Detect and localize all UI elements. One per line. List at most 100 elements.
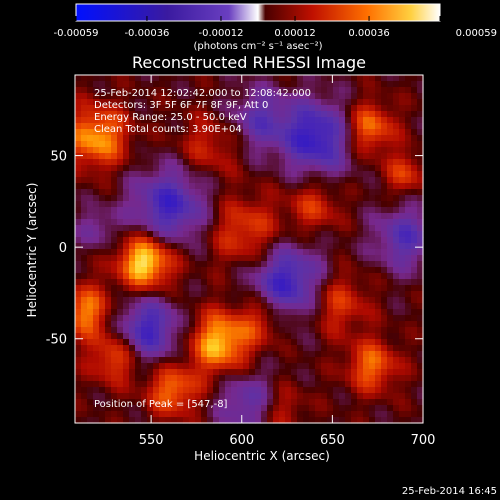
heatmap-cell [351, 237, 358, 244]
heatmap-cell [411, 189, 418, 196]
heatmap-cell [339, 189, 346, 196]
heatmap-cell [327, 393, 334, 400]
heatmap-cell [375, 195, 382, 202]
heatmap-cell [141, 243, 148, 250]
heatmap-cell [99, 171, 106, 178]
heatmap-cell [351, 165, 358, 172]
heatmap-cell [207, 159, 214, 166]
heatmap-cell [345, 171, 352, 178]
heatmap-cell [333, 171, 340, 178]
heatmap-cell [273, 237, 280, 244]
heatmap-cell [381, 129, 388, 136]
heatmap-cell [411, 387, 418, 394]
heatmap-cell [393, 225, 400, 232]
heatmap-cell [249, 375, 256, 382]
heatmap-cell [279, 267, 286, 274]
heatmap-cell [111, 315, 118, 322]
heatmap-cell [393, 213, 400, 220]
heatmap-cell [93, 117, 100, 124]
heatmap-cell [117, 285, 124, 292]
heatmap-cell [189, 135, 196, 142]
heatmap-cell [117, 339, 124, 346]
heatmap-cell [159, 375, 166, 382]
heatmap-cell [219, 219, 226, 226]
heatmap-cell [111, 375, 118, 382]
heatmap-cell [375, 129, 382, 136]
heatmap-cell [309, 255, 316, 262]
heatmap-cell [249, 309, 256, 316]
heatmap-cell [411, 99, 418, 106]
heatmap-cell [207, 165, 214, 172]
heatmap-cell [303, 201, 310, 208]
heatmap-cell [267, 243, 274, 250]
heatmap-cell [189, 141, 196, 148]
heatmap-cell [117, 117, 124, 124]
heatmap-cell [351, 279, 358, 286]
heatmap-cell [159, 243, 166, 250]
heatmap-cell [123, 267, 130, 274]
heatmap-cell [249, 321, 256, 328]
heatmap-cell [105, 105, 112, 112]
heatmap-cell [333, 249, 340, 256]
heatmap-cell [273, 309, 280, 316]
heatmap-cell [333, 363, 340, 370]
heatmap-cell [225, 105, 232, 112]
heatmap-cell [141, 117, 148, 124]
heatmap-cell [327, 111, 334, 118]
heatmap-cell [195, 327, 202, 334]
heatmap-cell [111, 111, 118, 118]
heatmap-cell [153, 189, 160, 196]
heatmap-cell [333, 255, 340, 262]
heatmap-cell [165, 159, 172, 166]
heatmap-cell [225, 375, 232, 382]
heatmap-cell [177, 159, 184, 166]
heatmap-cell [315, 291, 322, 298]
heatmap-cell [153, 417, 160, 424]
heatmap-cell [147, 177, 154, 184]
heatmap-cell [285, 411, 292, 418]
heatmap-cell [333, 165, 340, 172]
heatmap-cell [393, 375, 400, 382]
heatmap-cell [315, 297, 322, 304]
heatmap-cell [171, 243, 178, 250]
heatmap-cell [141, 207, 148, 214]
heatmap-cell [93, 153, 100, 160]
heatmap-cell [249, 399, 256, 406]
heatmap-cell [147, 255, 154, 262]
heatmap-cell [105, 177, 112, 184]
heatmap-cell [165, 375, 172, 382]
heatmap-cell [333, 183, 340, 190]
heatmap-cell [255, 357, 262, 364]
heatmap-cell [411, 309, 418, 316]
heatmap-cell [237, 165, 244, 172]
heatmap-cell [201, 141, 208, 148]
heatmap-cell [201, 243, 208, 250]
heatmap-cell [255, 177, 262, 184]
heatmap-cell [111, 363, 118, 370]
heatmap-cell [237, 171, 244, 178]
heatmap-cell [183, 279, 190, 286]
heatmap-cell [243, 315, 250, 322]
heatmap-cell [219, 165, 226, 172]
heatmap-cell [189, 105, 196, 112]
heatmap-cell [291, 123, 298, 130]
heatmap-cell [291, 165, 298, 172]
heatmap-cell [81, 81, 88, 88]
heatmap-cell [195, 297, 202, 304]
heatmap-cell [399, 201, 406, 208]
heatmap-cell [363, 267, 370, 274]
heatmap-cell [93, 189, 100, 196]
heatmap-cell [171, 321, 178, 328]
heatmap-cell [411, 327, 418, 334]
heatmap-cell [279, 165, 286, 172]
heatmap-cell [273, 381, 280, 388]
heatmap-cell [141, 189, 148, 196]
heatmap-cell [243, 261, 250, 268]
heatmap-cell [129, 225, 136, 232]
heatmap-cell [303, 333, 310, 340]
heatmap-cell [171, 291, 178, 298]
heatmap-cell [81, 183, 88, 190]
heatmap-cell [261, 279, 268, 286]
heatmap-cell [267, 321, 274, 328]
heatmap-cell [111, 369, 118, 376]
